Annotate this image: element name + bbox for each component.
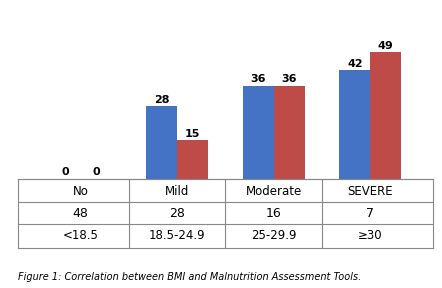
Text: 48: 48 [72,206,88,220]
Text: ≥30: ≥30 [358,230,383,242]
Bar [274,86,305,179]
Text: Moderate: Moderate [246,185,302,198]
Bar [339,70,370,179]
Text: 42: 42 [347,59,363,69]
Text: Figure 1: Correlation between BMI and Malnutrition Assessment Tools.: Figure 1: Correlation between BMI and Ma… [18,272,361,282]
Text: 16: 16 [266,206,282,220]
Text: 28: 28 [169,206,185,220]
Text: Mild: Mild [165,185,189,198]
Bar [177,140,208,179]
Text: 0: 0 [92,167,100,177]
Bar [146,106,177,179]
Text: 15: 15 [185,128,200,139]
Bar [370,52,401,179]
Text: 36: 36 [282,74,297,84]
Text: 0: 0 [61,167,69,177]
Text: 28: 28 [154,95,169,105]
Text: 25-29.9: 25-29.9 [251,230,297,242]
Text: No: No [72,185,88,198]
Text: 7: 7 [366,206,374,220]
Text: <18.5: <18.5 [63,230,99,242]
Text: SEVERE: SEVERE [347,185,393,198]
Text: 36: 36 [251,74,266,84]
Text: 49: 49 [378,41,394,51]
Bar [243,86,274,179]
Text: 18.5-24.9: 18.5-24.9 [149,230,206,242]
